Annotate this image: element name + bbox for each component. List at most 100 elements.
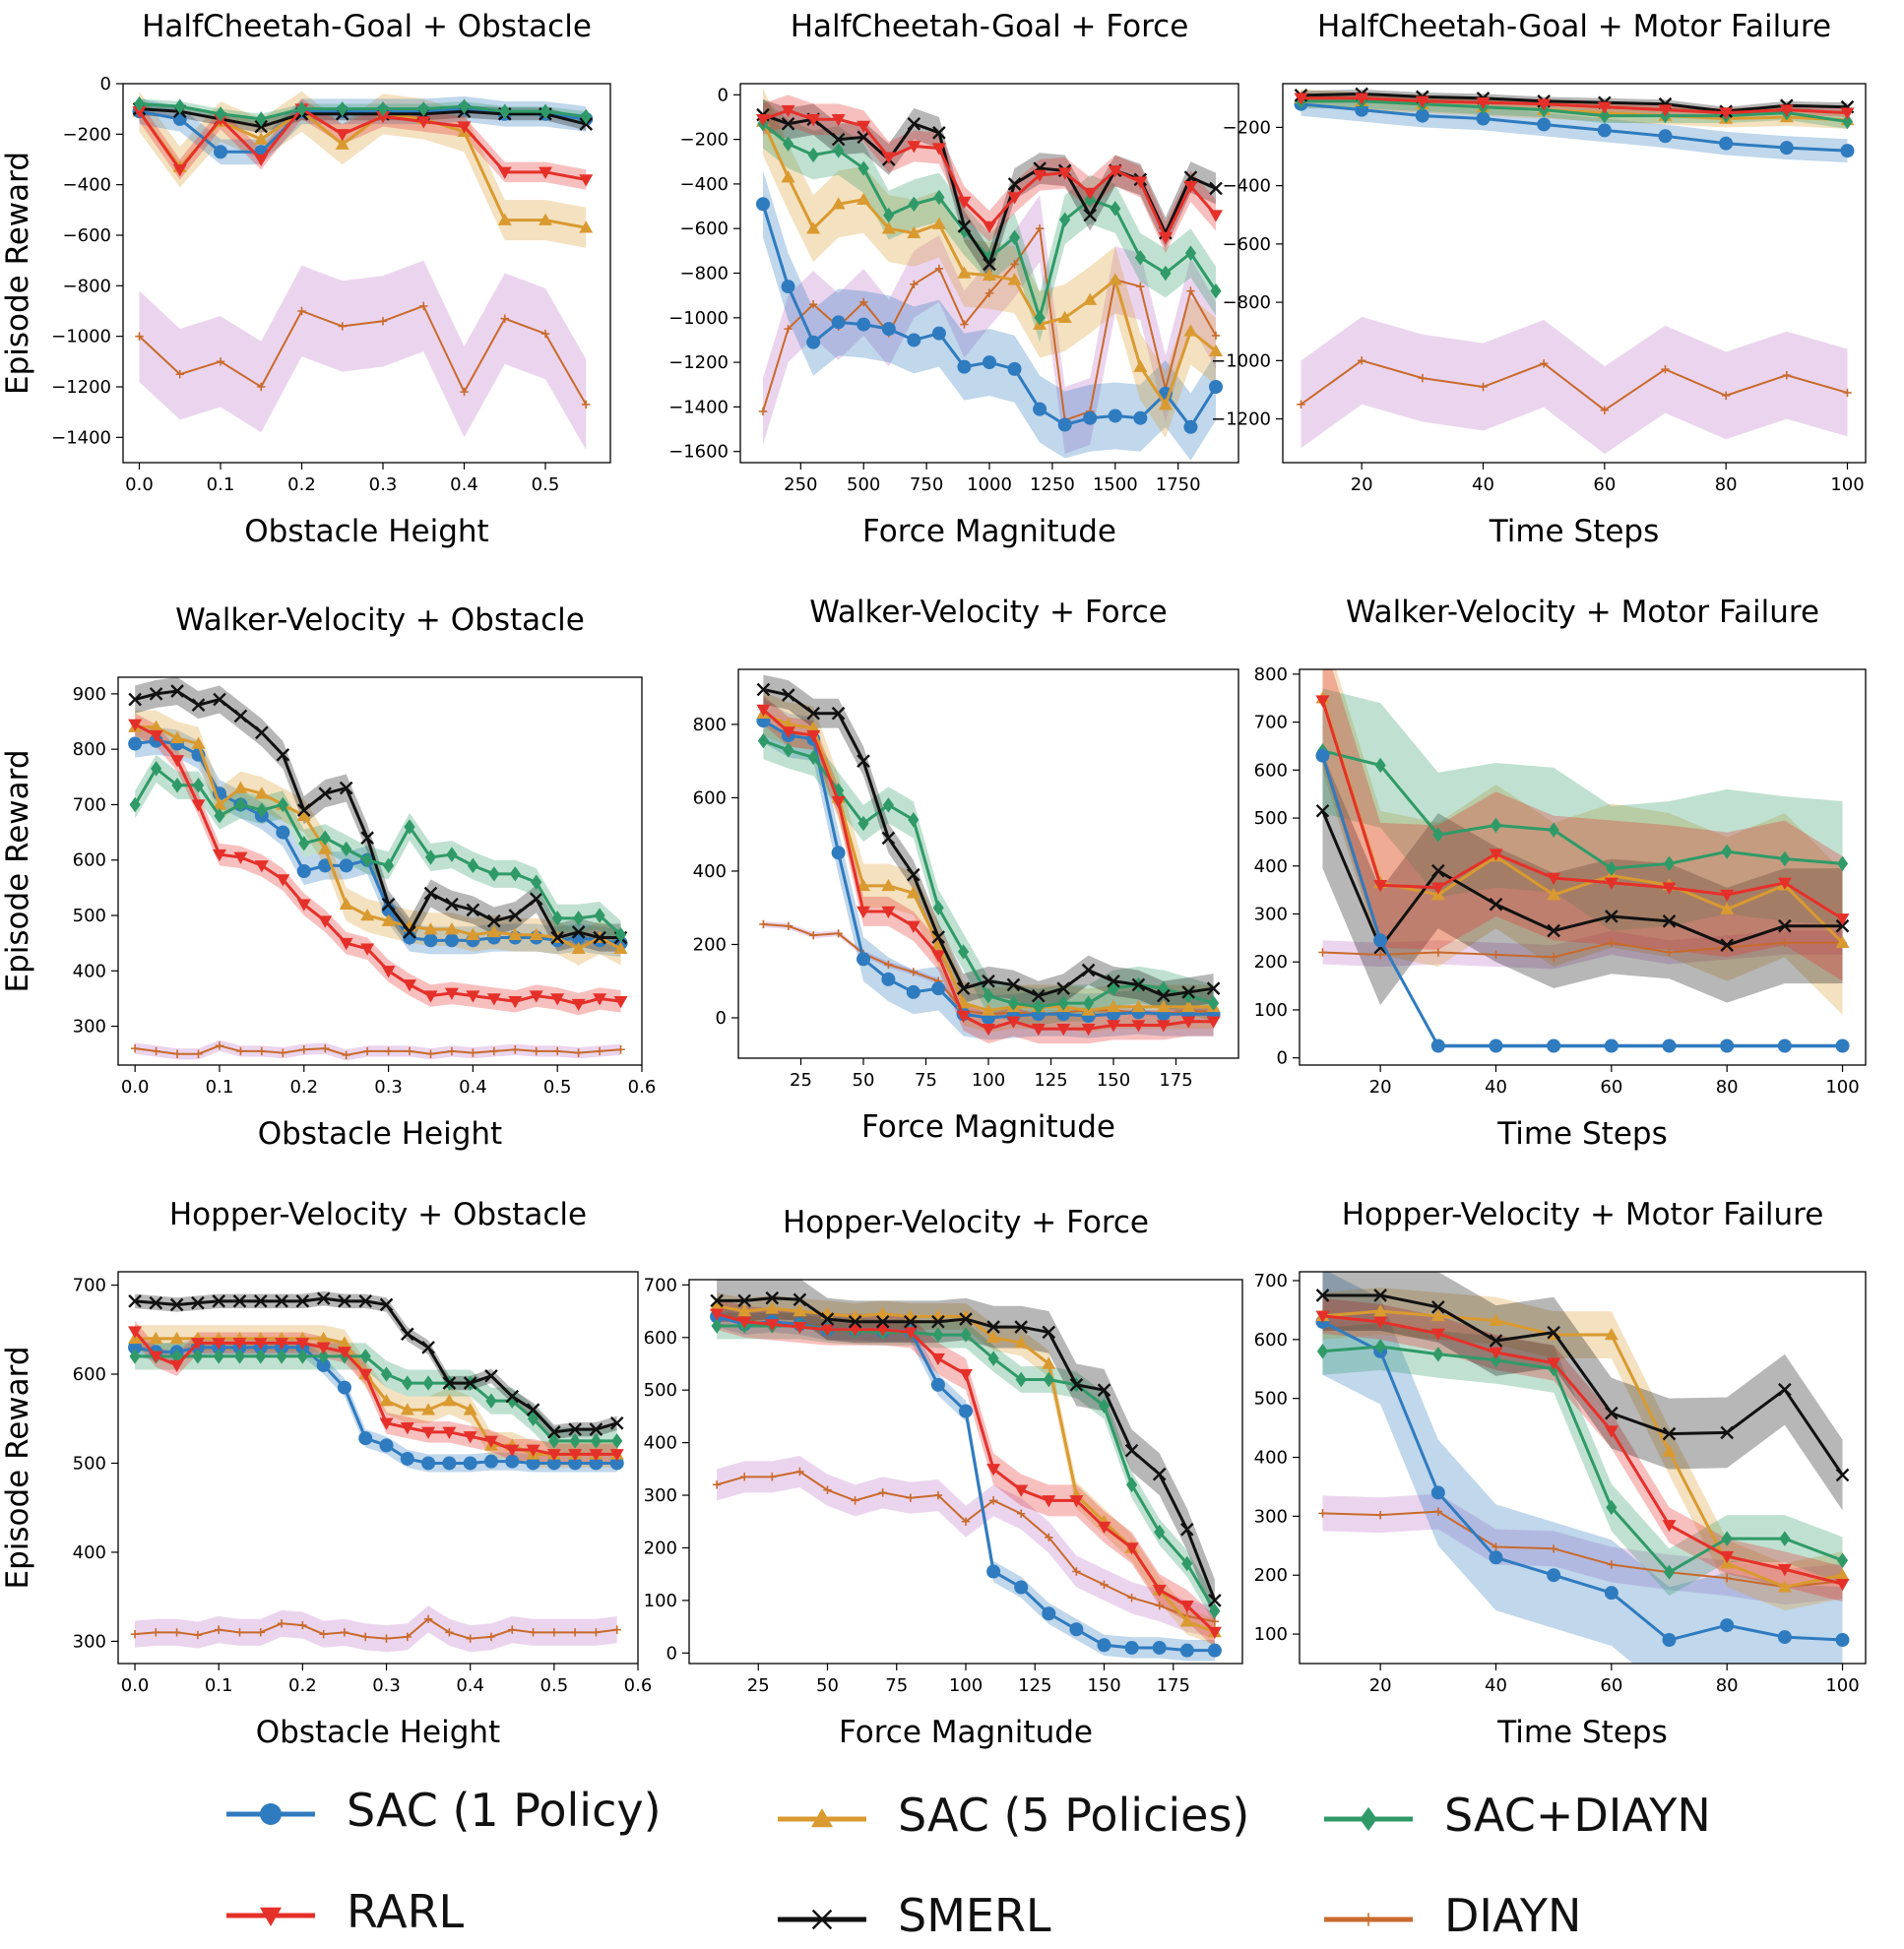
data-point — [1035, 224, 1045, 233]
data-point — [881, 322, 896, 337]
data-point — [1663, 1564, 1676, 1580]
data-point — [1069, 1622, 1084, 1637]
data-point — [1779, 1531, 1791, 1546]
y-tick-label: 0 — [716, 1008, 727, 1029]
data-point — [360, 943, 375, 956]
data-point — [833, 143, 845, 158]
data-point — [361, 1632, 370, 1642]
data-point — [1207, 1626, 1222, 1639]
data-point — [857, 130, 871, 145]
data-point — [1549, 953, 1558, 962]
data-point — [1836, 1552, 1849, 1568]
y-tick-label: 400 — [73, 1542, 106, 1563]
data-point — [337, 100, 349, 117]
data-point — [511, 1045, 520, 1054]
data-point — [1547, 872, 1561, 885]
y-tick-label: 500 — [73, 906, 106, 926]
data-point — [1183, 180, 1198, 194]
data-point — [487, 913, 501, 928]
series-markers-diaynsac — [133, 95, 592, 127]
data-point — [983, 257, 996, 272]
data-point — [500, 314, 509, 323]
data-point — [1156, 999, 1171, 1013]
data-point — [590, 1433, 603, 1449]
data-point — [1722, 1574, 1732, 1583]
data-point — [1297, 400, 1305, 409]
data-point — [1315, 748, 1330, 763]
data-point — [1207, 1643, 1222, 1658]
data-point — [1777, 877, 1792, 890]
data-point — [875, 1314, 890, 1329]
data-point — [486, 993, 501, 1006]
data-point — [547, 1425, 561, 1439]
data-point — [857, 160, 869, 176]
plot-area — [128, 677, 628, 1061]
series-line-sac5 — [1321, 697, 1844, 944]
data-point — [1014, 1320, 1028, 1334]
x-tick-label: 20 — [1369, 1077, 1392, 1098]
data-point — [1362, 1913, 1375, 1926]
data-point — [1782, 370, 1792, 380]
x-tick-label: 250 — [784, 474, 817, 495]
data-point — [781, 170, 795, 183]
data-point — [569, 1433, 581, 1449]
data-point — [339, 858, 353, 873]
data-point — [1779, 850, 1791, 867]
data-point — [1662, 1520, 1677, 1533]
y-tick-label: −800 — [680, 264, 729, 284]
series-line-diaynsac — [1301, 99, 1848, 123]
data-point — [1549, 1544, 1558, 1553]
data-point — [1057, 995, 1069, 1011]
x-axis-label: Time Steps — [1496, 1715, 1667, 1750]
x-tick-label: 1500 — [1093, 474, 1138, 495]
y-tick-label: 800 — [73, 739, 106, 760]
data-point — [931, 143, 946, 156]
y-tick-label: 700 — [644, 1275, 677, 1295]
data-point — [358, 1368, 373, 1382]
data-point — [1210, 1617, 1220, 1626]
data-point — [466, 990, 480, 1003]
data-point — [857, 317, 871, 332]
data-point — [834, 929, 843, 938]
data-point — [130, 1043, 140, 1053]
data-point — [400, 1403, 414, 1415]
x-tick-label: 50 — [816, 1675, 839, 1696]
data-point — [710, 1308, 725, 1321]
data-point — [1658, 129, 1673, 144]
series-markers-rarl — [756, 104, 1223, 245]
data-point — [982, 974, 995, 988]
data-point — [956, 1010, 971, 1024]
x-tick-label: 0.4 — [450, 474, 478, 495]
series-line-sac1 — [1321, 1320, 1843, 1642]
data-point — [1209, 344, 1223, 357]
data-point — [1206, 981, 1221, 995]
data-point — [983, 220, 996, 233]
data-point — [421, 1426, 436, 1439]
data-point — [910, 280, 919, 289]
data-point — [469, 1048, 477, 1057]
data-point — [793, 1292, 807, 1307]
x-tick-label: 0.1 — [205, 1675, 233, 1696]
confidence-band-smerl — [763, 674, 1214, 1011]
data-point — [460, 387, 469, 397]
data-point — [1126, 1477, 1138, 1493]
data-point — [1083, 187, 1098, 200]
data-point — [1661, 365, 1670, 374]
data-point — [191, 698, 206, 712]
data-point — [1318, 1509, 1327, 1518]
data-point — [1431, 1300, 1445, 1314]
data-point — [1108, 409, 1122, 423]
data-point — [831, 706, 846, 721]
x-tick-label: 125 — [1018, 1675, 1051, 1696]
data-point — [884, 960, 893, 970]
legend-label: SAC+DIAYN — [1444, 1789, 1711, 1842]
legend-item-diayn: DIAYN — [1324, 1889, 1581, 1942]
data-point — [539, 103, 551, 119]
y-tick-label: −400 — [680, 174, 729, 195]
plot-frame — [122, 83, 611, 464]
data-point — [132, 105, 147, 119]
data-point — [276, 825, 290, 840]
data-point — [1155, 1602, 1164, 1610]
data-point — [857, 952, 870, 967]
data-point — [335, 129, 349, 142]
